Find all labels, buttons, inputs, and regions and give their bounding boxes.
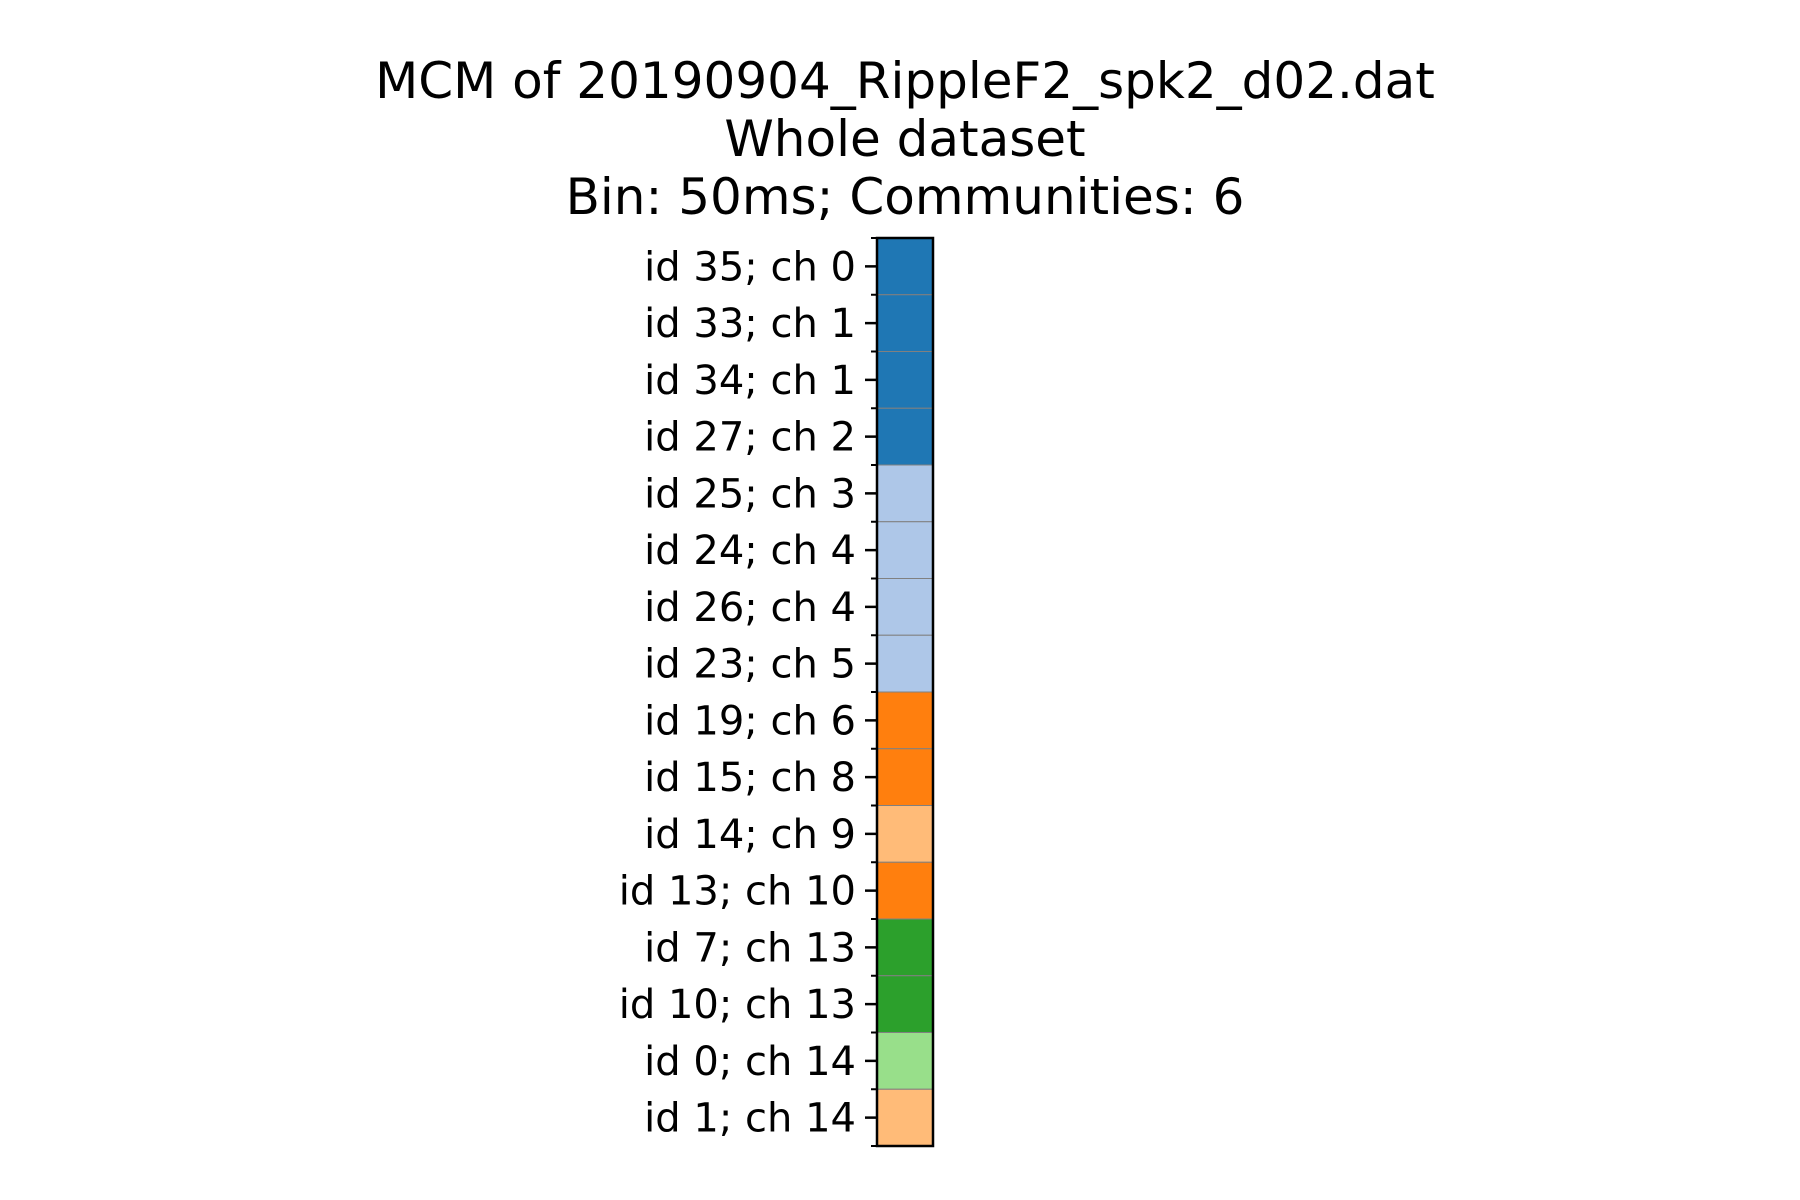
heatmap-cell (876, 464, 934, 523)
heatmap-cell (876, 861, 934, 920)
heatmap-cell (876, 237, 934, 296)
heatmap-cell (876, 351, 934, 409)
y-tick-label: id 35; ch 0 (644, 244, 856, 290)
heatmap-cell (876, 918, 934, 977)
y-tick-label: id 7; ch 13 (644, 925, 856, 971)
heatmap-cell (876, 294, 934, 352)
y-tick-label: id 19; ch 6 (644, 698, 856, 744)
heatmap-cell (876, 634, 934, 693)
y-tick-label: id 34; ch 1 (644, 358, 856, 404)
chart-title: MCM of 20190904_RippleF2_spk2_d02.dat Wh… (375, 52, 1435, 226)
heatmap-cell (876, 1088, 934, 1147)
y-tick-label: id 25; ch 3 (644, 471, 856, 517)
heatmap-cell (876, 748, 934, 806)
heatmap-cell (876, 407, 934, 466)
heatmap-cell (876, 805, 934, 863)
y-tick-label: id 33; ch 1 (644, 301, 856, 347)
y-tick-label: id 1; ch 14 (644, 1096, 856, 1142)
y-tick-label: id 10; ch 13 (619, 982, 856, 1028)
y-tick-label: id 23; ch 5 (644, 642, 856, 688)
y-tick-label: id 15; ch 8 (644, 755, 856, 801)
y-axis-tick-labels: id 35; ch 0 id 33; ch 1 id 34; ch 1 id 27; … (619, 244, 856, 1141)
heatmap-cells (876, 237, 934, 1147)
y-tick-label: id 24; ch 4 (644, 528, 856, 574)
heatmap-cell (876, 1032, 934, 1090)
y-tick-label: id 14; ch 9 (644, 812, 856, 858)
title-line-1: MCM of 20190904_RippleF2_spk2_d02.dat (375, 52, 1435, 110)
plot-frame (875, 236, 935, 1148)
title-line-3: Bin: 50ms; Communities: 6 (566, 168, 1245, 226)
y-tick-label: id 0; ch 14 (644, 1039, 856, 1085)
heatmap-cell (876, 521, 934, 579)
title-line-2: Whole dataset (724, 110, 1085, 168)
y-tick-label: id 13; ch 10 (619, 869, 856, 915)
y-tick-label: id 26; ch 4 (644, 585, 856, 631)
y-tick-label: id 27; ch 2 (644, 415, 856, 461)
heatmap-cell (876, 691, 934, 750)
heatmap-cell (876, 578, 934, 636)
heatmap-cell (876, 975, 934, 1033)
